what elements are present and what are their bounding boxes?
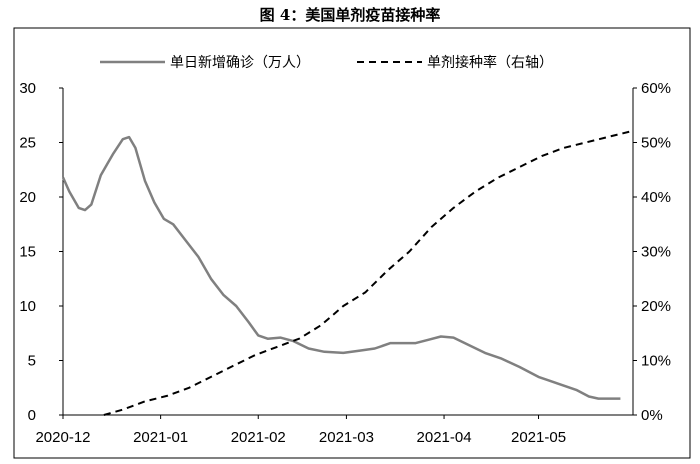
y-right-tick-label: 30% [641, 244, 671, 261]
y-left-tick-label: 15 [19, 244, 36, 261]
x-tick-label: 2020-12 [35, 429, 90, 446]
y-right-tick-label: 50% [641, 135, 671, 152]
series-lines [61, 130, 631, 416]
y-left-tick-label: 30 [19, 80, 36, 97]
x-tick-label: 2021-04 [417, 429, 472, 446]
y-right-tick-label: 20% [641, 298, 671, 315]
y-left-tick-label: 5 [28, 353, 36, 370]
y-left-tick-label: 25 [19, 135, 36, 152]
legend: 单日新增确诊（万人） 单剂接种率（右轴） [100, 54, 553, 71]
chart-title: 图 4：美国单剂疫苗接种率 [259, 6, 441, 24]
y-right-tick-label: 10% [641, 353, 671, 370]
legend-label-cases: 单日新增确诊（万人） [170, 55, 310, 71]
x-tick-label: 2021-03 [319, 429, 374, 446]
x-tick-label: 2021-02 [231, 429, 286, 446]
y-right-tick-label: 0% [641, 407, 663, 424]
series-line-daily-cases [61, 135, 621, 400]
series-line-vaccination-rate [103, 130, 631, 416]
tick-labels: 0 5 10 15 20 25 30 0% 10% 20% 30% 40% 50% 60% 2020-12 2… [19, 80, 671, 446]
legend-label-vaccination: 单剂接种率（右轴） [427, 54, 553, 71]
x-tick-label: 2021-05 [511, 429, 566, 446]
axes [59, 87, 637, 419]
y-left-tick-label: 10 [19, 298, 36, 315]
y-left-tick-label: 20 [19, 189, 36, 206]
y-left-tick-label: 0 [28, 407, 36, 424]
y-right-tick-label: 40% [641, 189, 671, 206]
y-right-tick-label: 60% [641, 80, 671, 97]
x-tick-label: 2021-01 [133, 429, 188, 446]
chart-border [13, 27, 691, 459]
